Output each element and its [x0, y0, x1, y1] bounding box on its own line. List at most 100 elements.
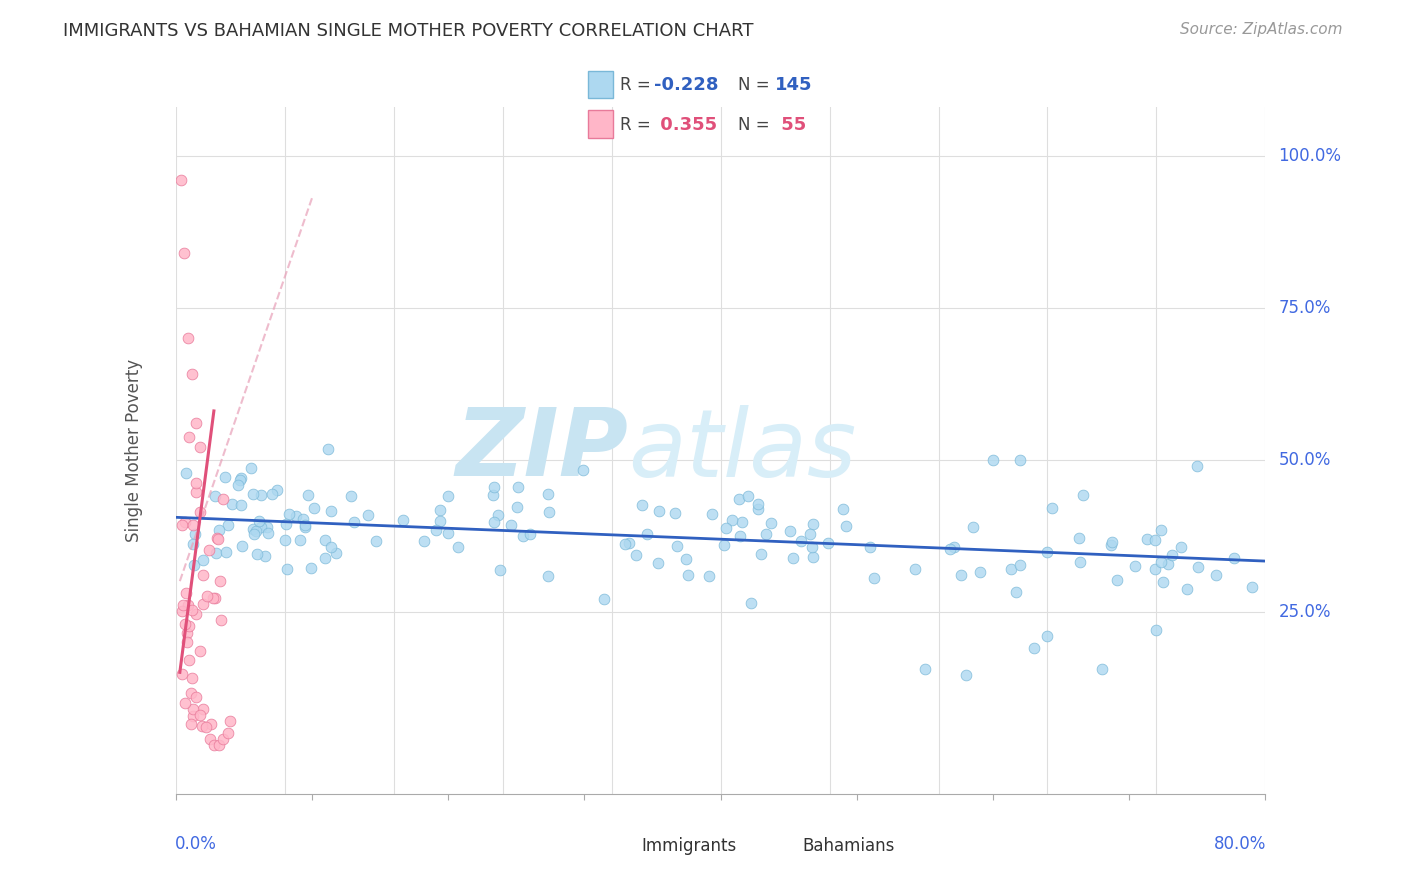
Point — [198, 732, 221, 747]
Point — [208, 523, 231, 537]
Point — [257, 526, 280, 541]
Point — [249, 514, 271, 528]
Point — [201, 591, 224, 606]
Point — [183, 558, 205, 573]
Point — [779, 524, 801, 539]
Point — [1161, 548, 1184, 562]
Point — [217, 726, 239, 740]
Point — [314, 550, 336, 565]
Point — [859, 540, 882, 554]
Point — [177, 430, 200, 444]
Point — [321, 504, 343, 518]
Point — [713, 538, 735, 552]
Point — [318, 442, 340, 457]
Point — [1187, 458, 1209, 473]
Point — [217, 517, 239, 532]
Point — [274, 533, 297, 547]
Point — [1071, 488, 1094, 502]
Point — [173, 246, 195, 260]
Point — [246, 547, 269, 561]
Text: 0.355: 0.355 — [654, 116, 717, 134]
Point — [343, 515, 366, 529]
Point — [294, 520, 316, 534]
Point — [1040, 501, 1063, 516]
Point — [174, 616, 197, 631]
Point — [572, 463, 595, 477]
Point — [200, 716, 222, 731]
Point — [184, 485, 207, 500]
Point — [205, 546, 228, 560]
Point — [180, 717, 202, 731]
Point — [512, 529, 534, 543]
Point — [181, 702, 204, 716]
Point — [188, 441, 211, 455]
Point — [755, 527, 778, 541]
Point — [1101, 534, 1123, 549]
Point — [537, 504, 560, 518]
Point — [1143, 533, 1166, 548]
Point — [181, 672, 204, 686]
Point — [950, 567, 973, 582]
Point — [186, 690, 208, 704]
Point — [208, 574, 231, 589]
Point — [176, 599, 198, 613]
Bar — [588, 111, 613, 138]
Point — [1036, 545, 1059, 559]
Point — [177, 331, 200, 345]
Point — [482, 488, 505, 502]
Point — [221, 497, 243, 511]
Text: Source: ZipAtlas.com: Source: ZipAtlas.com — [1180, 22, 1343, 37]
Point — [721, 512, 744, 526]
Point — [1123, 558, 1146, 573]
Point — [499, 517, 522, 532]
Point — [1205, 567, 1227, 582]
Point — [702, 507, 724, 521]
Point — [613, 537, 636, 551]
Point — [302, 500, 325, 515]
Point — [172, 599, 194, 613]
Point — [486, 508, 509, 522]
Point — [1004, 585, 1026, 599]
Text: -0.228: -0.228 — [654, 76, 718, 94]
Point — [1136, 532, 1159, 546]
Point — [174, 586, 197, 600]
Point — [624, 548, 647, 562]
Point — [193, 597, 215, 611]
Point — [730, 515, 752, 529]
Point — [195, 589, 218, 603]
Point — [506, 500, 529, 514]
Point — [357, 508, 380, 522]
Point — [190, 644, 212, 658]
Point — [291, 512, 314, 526]
Point — [914, 662, 936, 676]
Point — [172, 603, 194, 617]
Point — [747, 502, 769, 516]
Point — [714, 521, 737, 535]
Text: ZIP: ZIP — [456, 404, 628, 497]
Point — [831, 502, 853, 516]
Point — [176, 466, 198, 480]
Point — [226, 477, 249, 491]
Point — [173, 697, 195, 711]
Point — [1177, 582, 1199, 596]
Point — [229, 473, 252, 487]
Point — [364, 534, 387, 549]
Point — [177, 619, 200, 633]
Point — [294, 517, 316, 532]
Point — [647, 504, 669, 518]
Point — [482, 515, 505, 529]
Point — [1143, 562, 1166, 576]
Point — [215, 545, 238, 559]
Point — [184, 607, 207, 622]
Point — [863, 571, 886, 585]
Point — [214, 470, 236, 484]
Point — [1157, 558, 1180, 572]
Point — [488, 563, 510, 577]
Point — [728, 528, 751, 542]
Point — [191, 719, 214, 733]
Point — [1150, 523, 1173, 537]
Point — [253, 549, 276, 564]
Point — [242, 522, 264, 536]
Point — [392, 513, 415, 527]
Point — [229, 470, 252, 484]
